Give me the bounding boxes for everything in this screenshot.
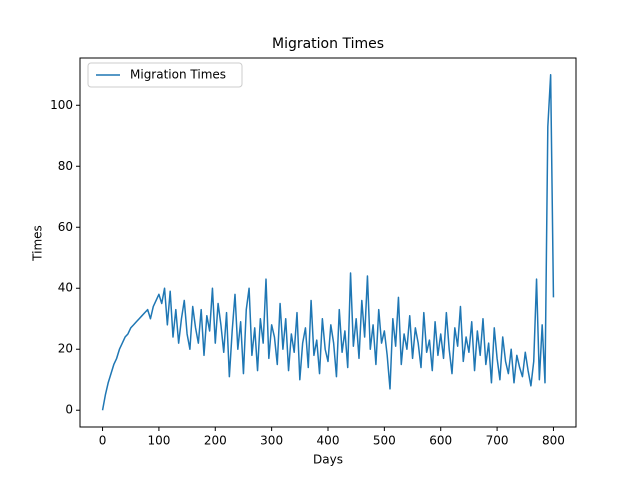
x-tick-label: 0 — [99, 434, 107, 448]
x-tick-label: 400 — [317, 434, 340, 448]
y-tick-label: 100 — [50, 98, 73, 112]
y-tick-label: 40 — [58, 281, 73, 295]
x-tick-label: 500 — [373, 434, 396, 448]
y-axis-label: Times — [31, 225, 45, 262]
y-tick-label: 80 — [58, 159, 73, 173]
x-axis-label: Days — [313, 453, 343, 467]
legend-box — [87, 62, 243, 88]
legend-label: Migration Times — [130, 68, 226, 82]
y-tick-label: 20 — [58, 342, 73, 356]
plot-frame — [79, 57, 577, 428]
y-tick-label: 60 — [58, 220, 73, 234]
y-tick-label: 0 — [65, 403, 73, 417]
chart-title: Migration Times — [272, 36, 384, 52]
x-tick-label: 200 — [204, 434, 227, 448]
x-tick-label: 800 — [542, 434, 565, 448]
x-tick-label: 600 — [429, 434, 452, 448]
x-tick-label: 700 — [486, 434, 509, 448]
data-line — [101, 74, 555, 411]
x-tick-label: 100 — [147, 434, 170, 448]
x-tick-label: 300 — [260, 434, 283, 448]
